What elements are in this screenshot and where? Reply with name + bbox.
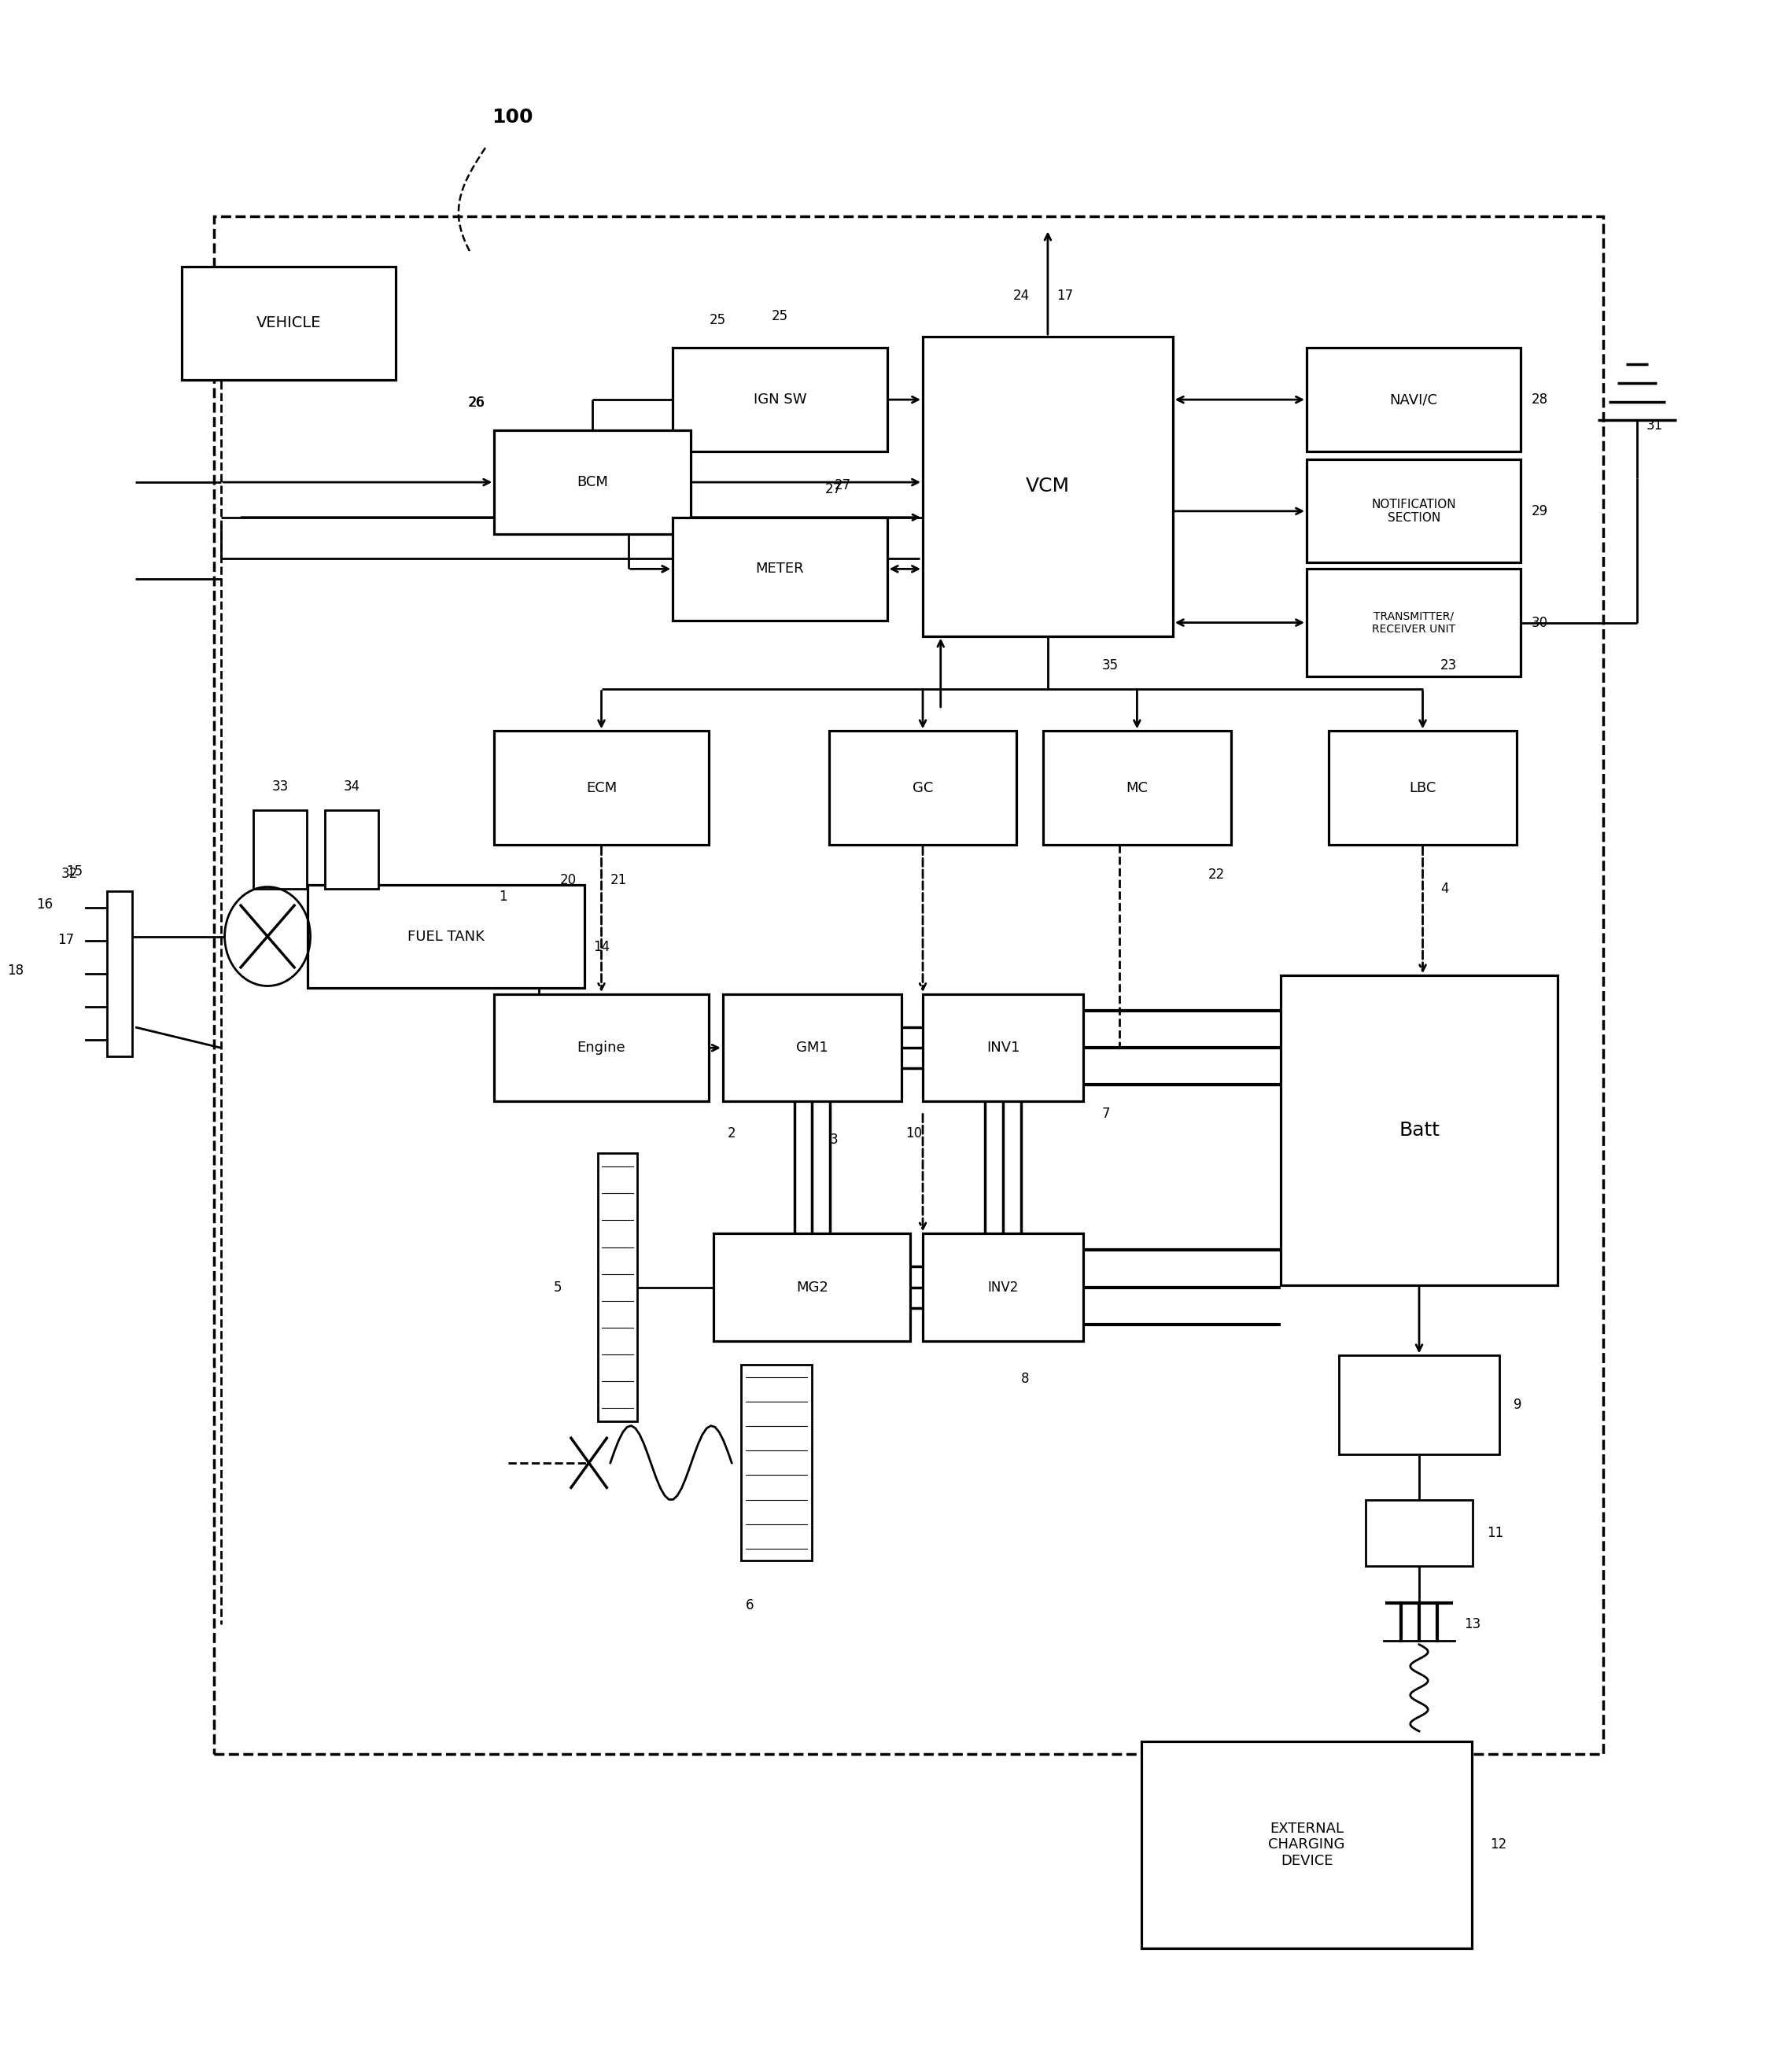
- Text: 17: 17: [1057, 288, 1073, 302]
- Text: 15: 15: [66, 864, 82, 878]
- FancyBboxPatch shape: [599, 1154, 638, 1421]
- Text: METER: METER: [756, 561, 805, 576]
- Text: 31: 31: [1645, 418, 1663, 433]
- Text: 29: 29: [1532, 503, 1548, 518]
- Text: 2: 2: [728, 1127, 737, 1141]
- Text: 17: 17: [57, 932, 73, 946]
- FancyBboxPatch shape: [1339, 1357, 1500, 1454]
- Circle shape: [224, 886, 310, 986]
- Text: Batt: Batt: [1400, 1120, 1439, 1139]
- Text: MC: MC: [1125, 781, 1149, 795]
- Text: 7: 7: [1102, 1106, 1111, 1120]
- Text: TRANSMITTER/
RECEIVER UNIT: TRANSMITTER/ RECEIVER UNIT: [1373, 611, 1455, 634]
- FancyBboxPatch shape: [740, 1365, 812, 1562]
- Text: NOTIFICATION
SECTION: NOTIFICATION SECTION: [1371, 499, 1457, 524]
- FancyBboxPatch shape: [713, 1234, 910, 1342]
- Text: GM1: GM1: [796, 1042, 828, 1054]
- Text: 13: 13: [1464, 1617, 1480, 1632]
- FancyBboxPatch shape: [923, 338, 1172, 636]
- Text: 4: 4: [1441, 882, 1448, 897]
- Text: 25: 25: [772, 309, 788, 323]
- Text: 25: 25: [710, 313, 726, 327]
- Text: GC: GC: [912, 781, 934, 795]
- Text: INV2: INV2: [987, 1280, 1018, 1294]
- Text: 12: 12: [1489, 1837, 1507, 1851]
- Text: 10: 10: [905, 1127, 923, 1141]
- Text: VCM: VCM: [1025, 476, 1070, 495]
- Text: MG2: MG2: [796, 1280, 828, 1294]
- Text: 5: 5: [554, 1280, 563, 1294]
- Text: NAVI/C: NAVI/C: [1391, 393, 1437, 406]
- FancyBboxPatch shape: [1306, 460, 1521, 563]
- FancyBboxPatch shape: [108, 891, 133, 1056]
- FancyBboxPatch shape: [181, 267, 396, 381]
- FancyBboxPatch shape: [253, 810, 306, 888]
- FancyBboxPatch shape: [495, 431, 690, 534]
- Text: 27: 27: [824, 483, 842, 497]
- Text: 3: 3: [830, 1133, 839, 1147]
- Text: 27: 27: [833, 478, 851, 493]
- FancyBboxPatch shape: [1366, 1499, 1473, 1566]
- Text: 16: 16: [36, 897, 52, 911]
- FancyBboxPatch shape: [672, 518, 887, 621]
- Text: 22: 22: [1208, 868, 1226, 882]
- Text: 28: 28: [1532, 393, 1548, 406]
- Text: IGN SW: IGN SW: [753, 393, 806, 406]
- Text: 1: 1: [498, 891, 507, 905]
- Text: 8: 8: [1021, 1371, 1029, 1385]
- Text: 18: 18: [7, 963, 23, 978]
- FancyBboxPatch shape: [672, 348, 887, 451]
- Text: 11: 11: [1487, 1526, 1503, 1541]
- Text: 23: 23: [1441, 659, 1457, 673]
- Text: EXTERNAL
CHARGING
DEVICE: EXTERNAL CHARGING DEVICE: [1269, 1820, 1346, 1868]
- FancyBboxPatch shape: [1330, 731, 1516, 845]
- Text: 26: 26: [468, 396, 484, 410]
- Text: 33: 33: [272, 781, 289, 793]
- Text: BCM: BCM: [577, 474, 607, 489]
- FancyBboxPatch shape: [495, 994, 708, 1102]
- FancyBboxPatch shape: [324, 810, 378, 888]
- Text: LBC: LBC: [1409, 781, 1435, 795]
- Text: 26: 26: [470, 396, 486, 410]
- FancyBboxPatch shape: [1142, 1742, 1471, 1949]
- Text: 35: 35: [1102, 659, 1118, 673]
- FancyBboxPatch shape: [1306, 348, 1521, 451]
- Text: FUEL TANK: FUEL TANK: [407, 930, 484, 944]
- FancyBboxPatch shape: [495, 731, 708, 845]
- FancyBboxPatch shape: [1306, 570, 1521, 677]
- Text: VEHICLE: VEHICLE: [256, 315, 321, 331]
- FancyBboxPatch shape: [1281, 975, 1557, 1286]
- FancyBboxPatch shape: [308, 884, 584, 988]
- FancyBboxPatch shape: [923, 1234, 1084, 1342]
- Text: 32: 32: [61, 866, 77, 880]
- Text: 20: 20: [559, 874, 577, 888]
- Text: 100: 100: [491, 108, 532, 126]
- FancyBboxPatch shape: [1043, 731, 1231, 845]
- Text: ECM: ECM: [586, 781, 616, 795]
- FancyBboxPatch shape: [923, 994, 1084, 1102]
- Text: 21: 21: [611, 874, 627, 888]
- Text: INV1: INV1: [986, 1042, 1020, 1054]
- FancyBboxPatch shape: [830, 731, 1016, 845]
- Text: 9: 9: [1514, 1398, 1521, 1412]
- Text: 24: 24: [1012, 288, 1030, 302]
- Text: 6: 6: [745, 1599, 754, 1611]
- Text: 14: 14: [593, 940, 609, 955]
- Text: 30: 30: [1532, 615, 1548, 630]
- FancyBboxPatch shape: [722, 994, 901, 1102]
- Text: 34: 34: [342, 781, 360, 793]
- Text: Engine: Engine: [577, 1042, 625, 1054]
